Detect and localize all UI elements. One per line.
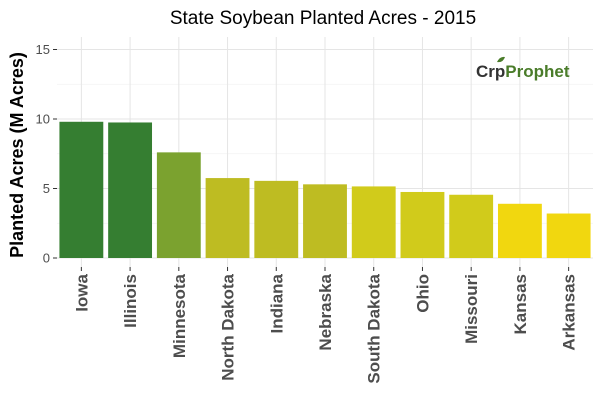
x-tick-label: Arkansas [560,274,579,351]
bar [156,152,201,258]
x-tick-label: Minnesota [170,273,189,358]
chart-title: State Soybean Planted Acres - 2015 [170,8,476,29]
y-tick-label: 10 [36,112,50,127]
bar [205,178,250,258]
svg-text:CrpProphet: CrpProphet [476,62,570,81]
x-tick-label: Missouri [462,274,481,344]
plot-area: 0 5 10 15 Iowa Illinois Minnesota North Dakota I… [36,37,593,384]
brand-text-part1: Cr [476,62,495,81]
y-tick-label: 0 [43,251,50,266]
x-tick-label: North Dakota [219,273,238,380]
bar [449,194,494,258]
bar [254,180,299,258]
brand-text-part3: Prophet [505,62,570,81]
bar [497,203,542,258]
x-tick-label: Indiana [267,273,286,333]
brand-text-part2: p [495,62,505,81]
y-axis-label: Planted Acres (M Acres) [7,52,27,258]
brand-logo: CrpProphet [476,56,570,81]
x-tick-label: Iowa [72,273,91,311]
x-tick-label: Nebraska [316,273,335,350]
bar [59,121,104,258]
bar [546,213,591,258]
bar [400,191,445,258]
bar [351,186,396,258]
x-tick-label: South Dakota [365,273,384,383]
x-tick-label: Kansas [511,274,530,334]
leaf-icon [497,56,505,63]
x-tick-label: Ohio [413,274,432,313]
bar [303,184,347,258]
y-tick-label: 5 [43,181,50,196]
x-tick-label: Illinois [121,274,140,328]
bar [108,122,153,258]
y-tick-label: 15 [36,42,50,57]
